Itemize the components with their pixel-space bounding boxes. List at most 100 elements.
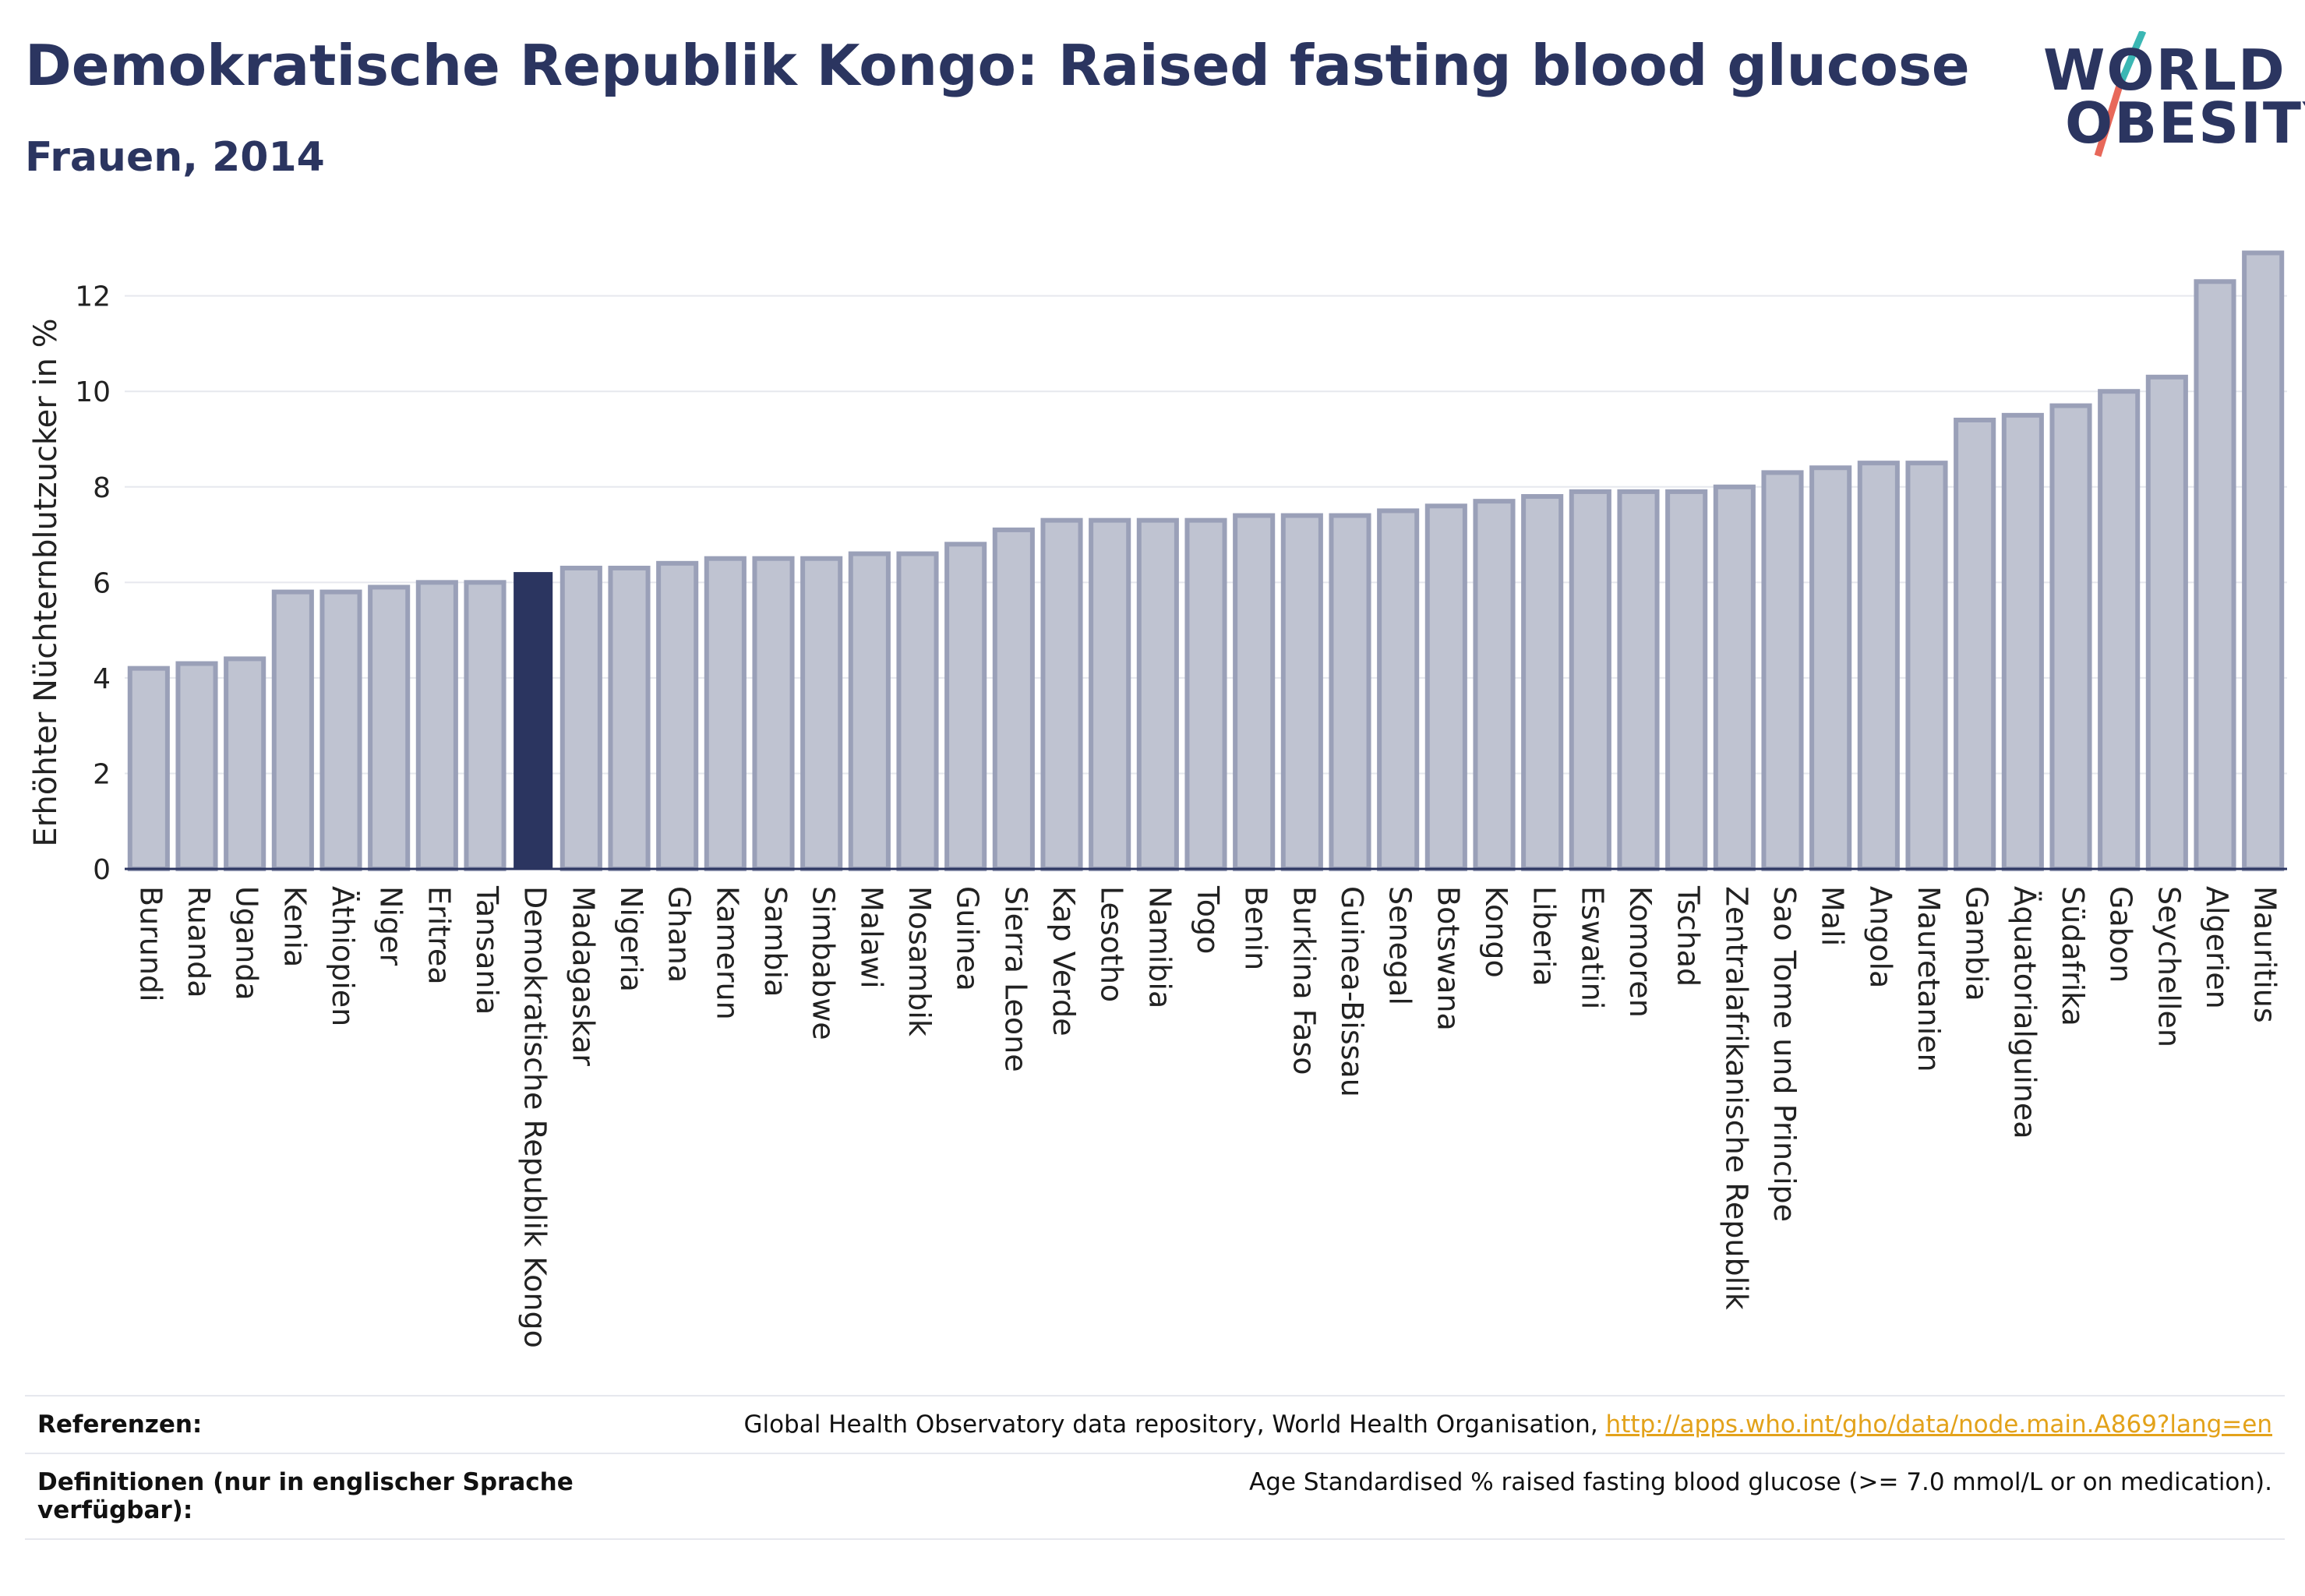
- x-tick-label: Togo: [1191, 885, 1225, 954]
- references-table: Referenzen: Global Health Observatory da…: [25, 1395, 2285, 1540]
- bar: [127, 666, 170, 871]
- y-tick-label: 2: [93, 758, 111, 790]
- x-tick-label: Angola: [1863, 886, 1897, 988]
- bar: [224, 656, 267, 871]
- x-tick-label: Seychellen: [2151, 886, 2186, 1047]
- bar: [848, 551, 891, 871]
- bar: [1905, 461, 1948, 871]
- bar: [464, 580, 507, 871]
- x-tick-label: Burkina Faso: [1287, 886, 1321, 1075]
- bar: [175, 661, 218, 872]
- x-tick-label: Madagaskar: [566, 886, 600, 1066]
- y-tick-label: 10: [75, 376, 111, 408]
- bar: [608, 565, 651, 872]
- bar: [368, 584, 411, 871]
- y-axis-label: Erhöhter Nüchternblutzucker in %: [28, 318, 64, 846]
- logo-word-world: WORLD: [2043, 37, 2286, 103]
- x-tick-label: Mali: [1816, 886, 1850, 946]
- x-tick-label: Tansania: [470, 885, 504, 1015]
- bar: [2242, 250, 2285, 871]
- logo-slash-icon: [2094, 31, 2147, 157]
- bar: [559, 565, 602, 872]
- bar: [1713, 484, 1756, 871]
- y-tick-label: 4: [93, 663, 111, 695]
- x-tick-label: Uganda: [230, 886, 264, 1001]
- x-tick-label: Guinea: [951, 886, 985, 991]
- x-tick-label: Demokratische Republik Kongo: [518, 886, 552, 1348]
- x-tick-label: Algerien: [2200, 886, 2234, 1009]
- bar: [2145, 374, 2188, 871]
- x-tick-label: Simbabwe: [807, 886, 841, 1040]
- x-tick-label: Botswana: [1431, 886, 1465, 1031]
- bar: [514, 572, 553, 870]
- references-link[interactable]: http://apps.who.int/gho/data/node.main.A…: [1605, 1411, 2272, 1439]
- bar: [656, 560, 699, 871]
- x-tick-label: Lesotho: [1095, 886, 1129, 1002]
- x-tick-label: Tschad: [1671, 885, 1706, 987]
- y-tick-label: 6: [93, 567, 111, 599]
- x-tick-label: Ghana: [662, 886, 697, 983]
- bar-chart: 0 2 4 6 8 10 12 Erhöhter Nüchternblutzucker in …: [28, 250, 2287, 1348]
- bar: [1521, 494, 1564, 871]
- x-tick-label: Ruanda: [182, 886, 216, 998]
- x-tick-label: Malawi: [854, 886, 888, 989]
- definitions-row: Definitionen (nur in englischer Sprache …: [25, 1453, 2285, 1540]
- x-tick-label: Benin: [1239, 886, 1273, 970]
- bar: [1233, 513, 1276, 872]
- x-tick-label: Nigeria: [614, 886, 648, 992]
- bar: [1665, 489, 1708, 872]
- page-subtitle: Frauen, 2014: [25, 134, 325, 181]
- bar: [1424, 503, 1467, 871]
- bar: [896, 551, 939, 871]
- x-tick-label: Gambia: [1960, 886, 1994, 1001]
- x-tick-label: Kenia: [277, 886, 312, 967]
- x-tick-label: Südafrika: [2056, 886, 2090, 1026]
- bar: [1473, 499, 1516, 871]
- x-tick-label: Sao Tome und Principe: [1767, 886, 1802, 1222]
- definitions-label: Definitionen (nur in englischer Sprache …: [25, 1453, 611, 1540]
- x-tick-label: Kongo: [1479, 886, 1513, 978]
- bar: [1617, 489, 1660, 872]
- world-obesity-logo: WORLD OBESITY: [2026, 31, 2305, 171]
- x-tick-label: Senegal: [1383, 886, 1417, 1005]
- x-tick-label: Zentralafrikanische Republik: [1719, 886, 1753, 1310]
- x-tick-label: Äquatorialguinea: [2007, 886, 2042, 1139]
- bar: [992, 527, 1035, 871]
- x-tick-label: Kamerun: [710, 886, 744, 1020]
- x-tick-label: Burundi: [133, 886, 168, 1002]
- x-tick-label: Gabon: [2104, 886, 2138, 983]
- bar: [800, 556, 843, 871]
- y-tick-label: 8: [93, 472, 111, 504]
- bar: [2098, 389, 2141, 872]
- bar: [2194, 279, 2236, 871]
- x-tick-label: Sambia: [758, 886, 792, 997]
- x-tick-label: Liberia: [1527, 886, 1562, 987]
- bar: [1857, 461, 1900, 871]
- bar: [1136, 517, 1179, 872]
- bar: [1280, 513, 1323, 872]
- bar: [415, 580, 458, 871]
- bar: [1809, 465, 1852, 871]
- bar: [944, 542, 987, 872]
- references-row: Referenzen: Global Health Observatory da…: [25, 1395, 2285, 1453]
- x-tick-label: Kap Verde: [1047, 886, 1081, 1036]
- bar: [1089, 517, 1131, 872]
- bar: [1377, 508, 1420, 871]
- y-tick-label: 0: [93, 854, 111, 886]
- x-tick-label: Niger: [374, 886, 408, 966]
- references-label: Referenzen:: [25, 1395, 611, 1453]
- bar: [319, 589, 362, 872]
- bar: [271, 589, 314, 872]
- bar: [1569, 489, 1611, 872]
- x-tick-label: Guinea-Bissau: [1335, 886, 1369, 1097]
- bar: [1954, 417, 1996, 871]
- x-tick-label: Äthiopien: [326, 886, 360, 1026]
- bar: [1761, 470, 1804, 871]
- x-tick-label: Eswatini: [1575, 886, 1609, 1009]
- logo-word-obesity: OBESITY: [2065, 90, 2305, 156]
- bar: [704, 556, 747, 871]
- x-tick-label: Mauritius: [2248, 886, 2282, 1023]
- definitions-value: Age Standardised % raised fasting blood …: [611, 1453, 2285, 1540]
- x-tick-label: Namibia: [1142, 886, 1177, 1008]
- y-tick-label: 12: [75, 281, 111, 313]
